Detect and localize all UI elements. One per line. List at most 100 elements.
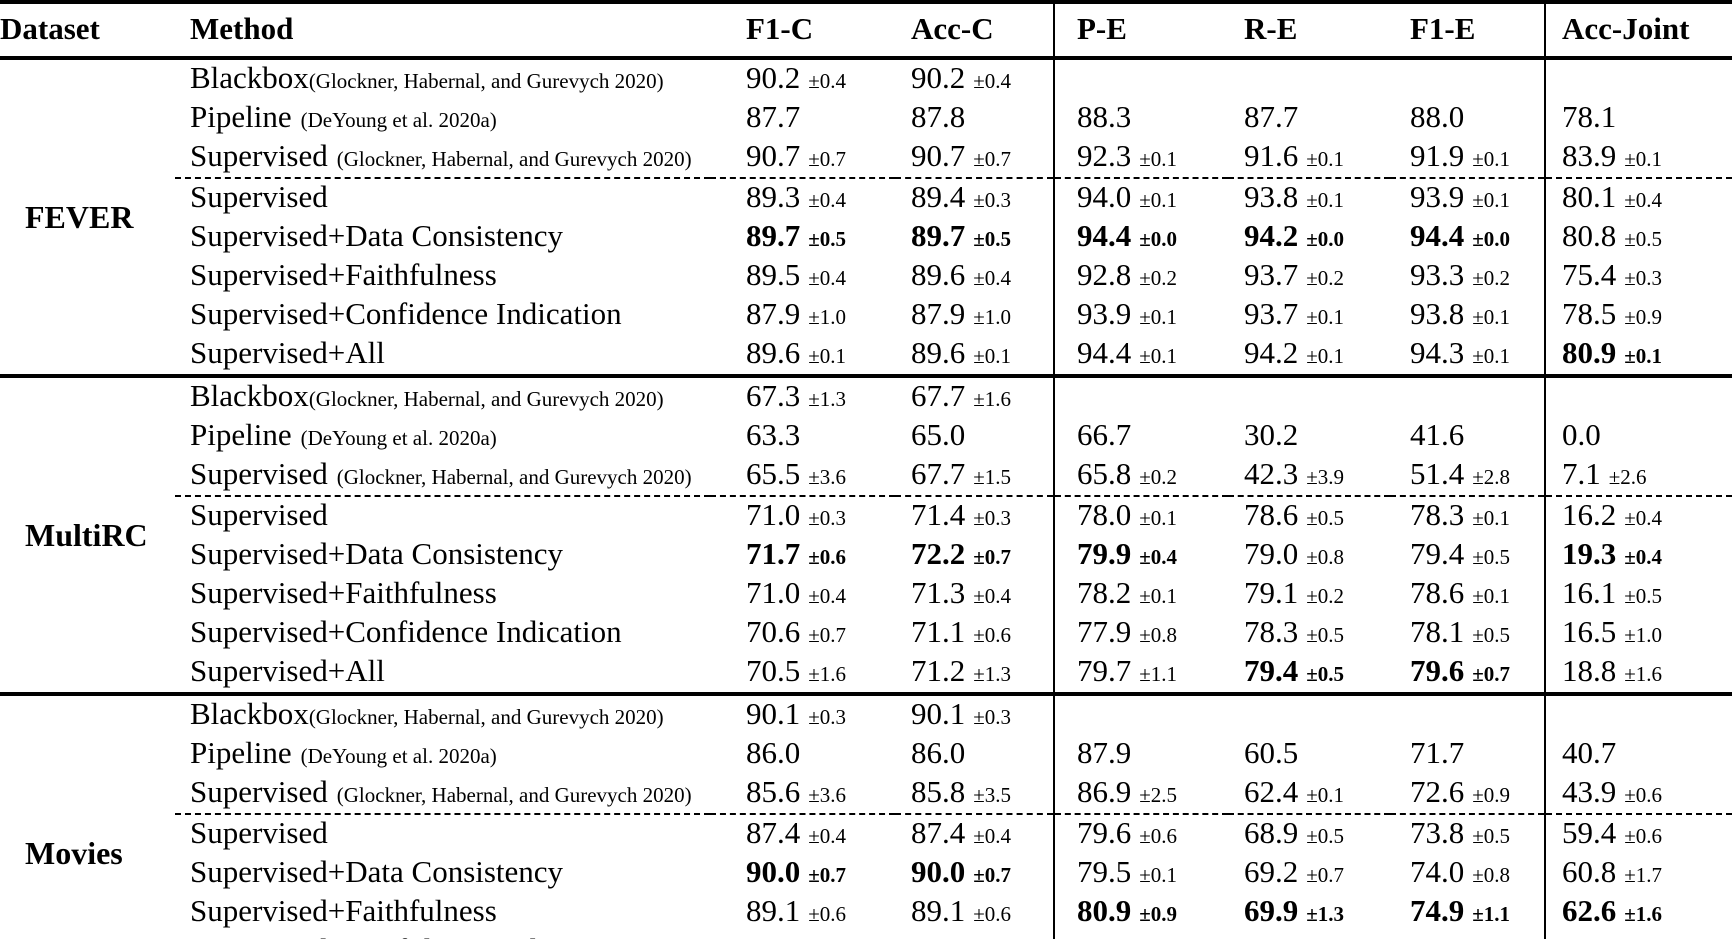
metric-value: 72.6 (1410, 774, 1465, 809)
metric-cell: 87.8 (895, 99, 1054, 138)
method-cell: Pipeline (DeYoung et al. 2020a) (175, 417, 710, 456)
metric-std: ±0.1 (1139, 506, 1178, 530)
table-row: Supervised (Glockner, Habernal, and Gurev… (0, 456, 1732, 496)
metric-value: 71.4 (911, 497, 966, 532)
metric-cell: 89.7 ±0.5 (895, 218, 1054, 257)
metric-cell: 80.1 ±0.4 (1544, 177, 1732, 218)
table-row: Supervised+Faithfulness 71.0 ±0.4 71.3 ±0.4 7… (0, 575, 1732, 614)
metric-std: ±2.6 (1608, 465, 1647, 489)
metric-cell: 62.4 ±0.1 (1228, 774, 1390, 814)
metric-std: ±0.3 (973, 188, 1012, 212)
method-name: Supervised+Faithfulness (190, 893, 497, 928)
metric-std: ±0.5 (1624, 584, 1663, 608)
metric-std: ±2.5 (1139, 783, 1178, 807)
metric-value: 80.9 (1077, 893, 1132, 928)
metric-cell: 78.5 ±0.9 (1544, 296, 1732, 335)
table-row: Supervised+Confidence Indication 70.6 ±0.7… (0, 614, 1732, 653)
col-header-method: Method (190, 11, 294, 46)
metric-std: ±0.1 (1306, 344, 1345, 368)
metric-cell: 79.4 ±0.5 (1228, 653, 1390, 694)
metric-std: ±0.4 (808, 266, 847, 290)
section-multirc: MultiRC Blackbox(Glockner, Habernal, and … (0, 376, 1732, 694)
dataset-label: FEVER (25, 199, 134, 235)
metric-cell: 18.8 ±1.6 (1544, 653, 1732, 694)
metric-std: ±1.3 (1306, 902, 1345, 926)
metric-cell: 90.7 ±0.7 (895, 138, 1054, 178)
metric-cell: 78.3 ±0.1 (1390, 495, 1545, 536)
metric-cell: 78.2 ±0.1 (1053, 575, 1228, 614)
metric-value: 94.2 (1244, 218, 1299, 253)
table-row: FEVER Blackbox(Glockner, Habernal, and Gu… (0, 58, 1732, 235)
metric-cell: 90.1 ±0.3 (895, 694, 1054, 735)
method-name: Pipeline (190, 99, 292, 134)
metric-cell: 41.6 (1390, 417, 1545, 456)
table-row: Supervised+Data Consistency 71.7 ±0.6 72.2 ±… (0, 536, 1732, 575)
metric-value: 93.9 (1077, 296, 1132, 331)
metric-value: 19.3 (1562, 536, 1617, 571)
metric-std: ±0.1 (1472, 188, 1511, 212)
metric-cell: 0.0 (1544, 417, 1732, 456)
metric-std: ±0.1 (1306, 305, 1345, 329)
metric-value: 60.8 (1562, 854, 1617, 889)
metric-std: ±1.3 (808, 387, 847, 411)
metric-std: ±0.8 (1306, 545, 1345, 569)
metric-cell: 94.0 ±0.1 (1053, 177, 1228, 218)
metric-std: ±0.1 (808, 344, 847, 368)
metric-cell: 94.4 ±0.1 (1053, 335, 1228, 376)
metric-std: ±0.4 (808, 824, 847, 848)
metric-std: ±0.1 (973, 344, 1012, 368)
metric-cell: 68.9 ±0.5 (1228, 813, 1390, 854)
metric-value: 43.9 (1562, 774, 1617, 809)
metric-cell: 30.2 (1228, 417, 1390, 456)
metric-value: 40.7 (1562, 735, 1617, 770)
metric-cell: 79.7±1.4 (1053, 932, 1228, 939)
metric-cell: 94.3 ±0.1 (1390, 335, 1545, 376)
method-cell: Pipeline (DeYoung et al. 2020a) (175, 735, 710, 774)
metric-cell: 42.3 ±3.9 (1228, 456, 1390, 496)
table-row: Supervised+Faithfulness 89.5 ±0.4 89.6 ±0.4 9… (0, 257, 1732, 296)
table-row: MultiRC Blackbox(Glockner, Habernal, and … (0, 376, 1732, 553)
method-citation: (Glockner, Habernal, and Gurevych 2020) (308, 387, 664, 411)
metric-value: 87.9 (746, 296, 801, 331)
metric-cell: 87.4 ±0.4 (895, 813, 1054, 854)
metric-std: ±0.1 (1472, 584, 1511, 608)
metric-cell (1053, 58, 1228, 99)
method-name: Supervised+Data Consistency (190, 218, 564, 253)
metric-cell: 89.3 ±0.4 (710, 177, 895, 218)
metric-cell: 71.0 ±0.3 (710, 495, 895, 536)
metric-std: ±1.0 (1624, 623, 1663, 647)
metric-value: 87.9 (1077, 735, 1132, 770)
metric-value: 16.1 (1562, 575, 1617, 610)
metric-value: 67.7 (911, 378, 966, 413)
metric-cell: 85.8 ±3.5 (895, 774, 1054, 814)
metric-cell: 92.8 ±0.2 (1053, 257, 1228, 296)
method-cell: Supervised (Glockner, Habernal, and Gurev… (175, 138, 710, 178)
metric-cell: 74.9 ±1.1 (1390, 893, 1545, 932)
metric-std: ±0.4 (808, 69, 847, 93)
table-row: Supervised 71.0 ±0.3 71.4 ±0.3 78.0 ±0.1 78.6 ±0… (0, 495, 1732, 536)
metric-value: 87.7 (746, 99, 801, 134)
metric-cell: 74.0 ±0.8 (1390, 854, 1545, 893)
method-citation: (Glockner, Habernal, and Gurevych 2020) (308, 705, 664, 729)
metric-cell: 94.2 ±0.0 (1228, 218, 1390, 257)
metric-cell: 62.6 ±1.6 (1544, 893, 1732, 932)
metric-value: 62.4 (1244, 774, 1299, 809)
metric-cell: 78.6 ±0.1 (1390, 575, 1545, 614)
metric-value: 87.4 (746, 815, 801, 850)
method-cell: Supervised (175, 495, 710, 536)
method-citation: (Glockner, Habernal, and Gurevych 2020) (336, 465, 692, 489)
metric-cell: 72.6 ±0.9 (1390, 774, 1545, 814)
metric-value: 66.7 (1077, 417, 1132, 452)
metric-cell: 89.6 ±0.1 (710, 335, 895, 376)
method-cell: Blackbox(Glockner, Habernal, and Gurevyc… (175, 694, 710, 735)
table-row: Pipeline (DeYoung et al. 2020a) 63.3 65.0 66… (0, 417, 1732, 456)
metric-value: 67.7 (911, 456, 966, 491)
method-name: Supervised (190, 179, 328, 214)
table-row: Supervised 89.3 ±0.4 89.4 ±0.3 94.0 ±0.1 93.8 ±0… (0, 177, 1732, 218)
method-cell: Supervised+Faithfulness (175, 893, 710, 932)
metric-std: ±1.1 (1139, 662, 1178, 686)
metric-cell: 87.4 ±0.4 (710, 813, 895, 854)
metric-cell: 78.6 ±0.5 (1228, 495, 1390, 536)
metric-cell: 59.4 ±0.6 (1544, 813, 1732, 854)
metric-value: 80.1 (1562, 179, 1617, 214)
